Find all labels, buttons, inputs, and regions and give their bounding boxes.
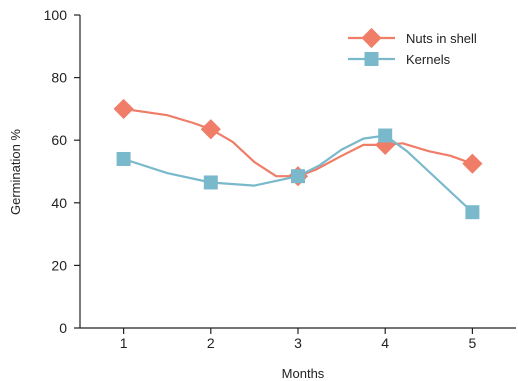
data-point <box>116 151 131 166</box>
data-point <box>291 169 305 184</box>
y-tick-label: 0 <box>59 320 67 336</box>
y-tick-label: 100 <box>44 7 68 23</box>
legend-label: Nuts in shell <box>406 31 477 46</box>
x-tick-label: 1 <box>120 335 128 351</box>
data-point <box>113 98 134 119</box>
series-line <box>122 107 474 178</box>
legend-label: Kernels <box>406 52 451 67</box>
x-tick-label: 2 <box>207 335 215 351</box>
legend-item: Kernels <box>348 52 451 67</box>
y-tick-label: 40 <box>51 195 67 211</box>
y-tick-label: 60 <box>51 132 67 148</box>
y-tick-label: 20 <box>51 257 67 273</box>
x-tick-label: 4 <box>381 335 389 351</box>
y-axis-title: Germination % <box>8 129 23 215</box>
series-layer <box>113 98 483 220</box>
legend-marker <box>361 27 382 49</box>
series-line <box>122 134 474 214</box>
axes: 0 20 40 60 80 100 1 2 3 4 5 Months Germination % <box>8 7 516 381</box>
x-tick-label: 3 <box>294 335 302 351</box>
data-point <box>203 175 218 190</box>
data-point <box>465 205 480 220</box>
y-tick-label: 80 <box>51 70 67 86</box>
legend: Nuts in shell Kernels <box>348 27 477 67</box>
legend-marker <box>364 52 379 66</box>
x-axis-title: Months <box>282 366 325 381</box>
legend-item: Nuts in shell <box>348 27 477 49</box>
data-point <box>378 128 393 143</box>
x-tick-label: 5 <box>469 335 477 351</box>
series-1 <box>116 128 480 220</box>
data-point <box>200 119 221 140</box>
data-point <box>462 153 483 174</box>
